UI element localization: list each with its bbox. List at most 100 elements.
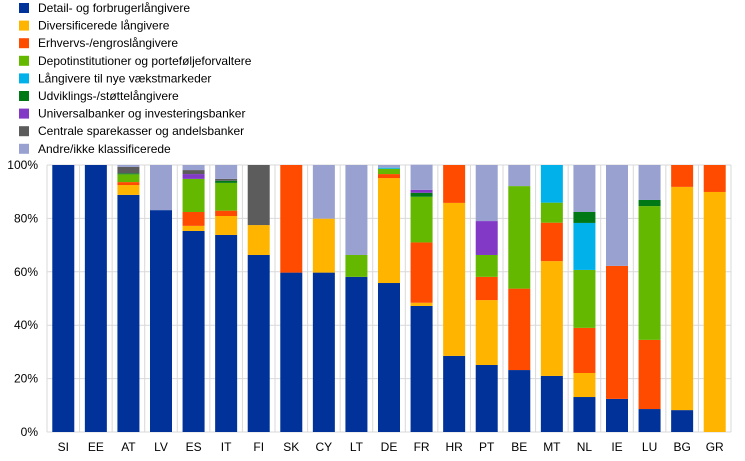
bar-segment-LU-2 [638, 339, 661, 410]
bar-segment-ES-1 [182, 225, 205, 231]
bar-segment-AT-7 [117, 166, 140, 174]
bar-segment-LT-0 [345, 276, 368, 432]
bar-segment-FR-5 [410, 192, 433, 197]
legend-swatch [19, 3, 29, 13]
bar-segment-PT-2 [475, 276, 498, 301]
bar-segment-IT-7 [215, 178, 238, 181]
bar-segment-MT-0 [540, 375, 563, 432]
bar-segment-IT-1 [215, 215, 238, 235]
bar-segment-SK-0 [280, 272, 303, 432]
bar-segment-SI-0 [52, 165, 75, 432]
bar-segment-FR-2 [410, 242, 433, 303]
bar-segment-FI-1 [247, 225, 270, 255]
bar-segment-LV-0 [150, 210, 172, 432]
y-tick-label: 100% [7, 158, 38, 172]
bar-segment-PT-6 [475, 221, 498, 255]
bar-segment-NL-1 [573, 372, 596, 398]
bar-segment-ES-3 [182, 178, 205, 212]
legend-label: Diversificerede långivere [38, 19, 170, 33]
y-tick-label: 40% [14, 318, 38, 332]
bar-segment-ES-7 [182, 170, 205, 175]
bar-segment-BG-0 [671, 410, 694, 432]
bar-segment-GR-2 [703, 165, 726, 192]
bar-segment-FI-0 [247, 254, 270, 432]
bar-segment-CY-0 [312, 272, 335, 432]
legend-swatch [19, 38, 29, 49]
x-tick-label: PT [479, 440, 495, 454]
bar-segment-IT-5 [215, 180, 238, 183]
legend-swatch [19, 143, 29, 154]
bar-segment-GR-1 [703, 191, 726, 432]
x-tick-label: BE [511, 440, 527, 454]
bar-segment-AT-2 [117, 182, 140, 186]
bar-segment-ES-6 [182, 174, 205, 179]
bar-segment-FR-3 [410, 196, 433, 243]
x-tick-label: BG [673, 440, 690, 454]
x-tick-label: FI [253, 440, 264, 454]
bar-segment-ES-0 [182, 230, 205, 432]
bar-segment-CY-1 [312, 218, 335, 273]
bar-segment-DE-4 [378, 167, 400, 169]
bar-segment-IT-2 [215, 210, 238, 216]
legend-swatch [19, 126, 29, 137]
bar-segment-ES-2 [182, 211, 205, 226]
legend-swatch [19, 108, 29, 119]
legend-label: Depotinstitutioner og porteføljeforvalte… [38, 54, 252, 68]
bar-segment-PT-1 [475, 300, 498, 365]
bar-segment-CY-8 [312, 165, 335, 219]
bar-segment-BE-2 [508, 288, 531, 371]
bar-segment-HR-2 [443, 165, 466, 203]
bar-segment-MT-1 [540, 261, 563, 376]
bar-segment-LU-5 [638, 199, 661, 207]
bar-segment-HR-0 [443, 355, 466, 432]
legend-swatch [19, 55, 29, 66]
bar-segment-DE-3 [378, 168, 400, 175]
bar-segment-LV-8 [150, 165, 172, 211]
legend-label: Udviklings-/støttelångivere [38, 89, 179, 103]
bar-segment-IE-0 [606, 398, 628, 432]
x-tick-label: LV [154, 440, 168, 454]
bar-segment-HR-1 [443, 202, 466, 356]
bar-segment-NL-5 [573, 211, 596, 223]
bar-segment-DE-2 [378, 174, 400, 179]
bar-segment-PT-8 [475, 165, 498, 222]
legend-label: Centrale sparekasser og andelsbanker [38, 124, 244, 138]
x-tick-label: SI [58, 440, 69, 454]
bar-segment-MT-3 [540, 202, 563, 223]
bar-segment-FI-7 [247, 165, 270, 226]
legend-swatch [19, 20, 29, 31]
x-tick-label: GR [706, 440, 724, 454]
legend-swatch [19, 91, 29, 101]
bar-segment-NL-3 [573, 269, 596, 328]
legend-swatch [19, 73, 29, 84]
bar-segment-FR-6 [410, 189, 433, 193]
bar-segment-LU-8 [638, 165, 661, 200]
bar-segment-MT-2 [540, 222, 563, 262]
bar-segment-FR-0 [410, 305, 433, 432]
bar-segment-DE-8 [378, 165, 400, 168]
bar-segment-SK-2 [280, 165, 303, 273]
bar-segment-NL-8 [573, 165, 596, 212]
bar-segment-FR-8 [410, 164, 433, 190]
bar-segment-BG-1 [671, 186, 694, 411]
x-tick-label: AT [121, 440, 136, 454]
bar-segment-IE-2 [606, 265, 628, 399]
y-tick-label: 80% [14, 211, 38, 225]
bar-segment-IT-3 [215, 182, 238, 211]
bar-segment-AT-8 [117, 165, 140, 167]
bar-segment-DE-1 [378, 178, 400, 284]
bar-segment-AT-5 [117, 173, 140, 175]
legend-label: Universalbanker og investeringsbanker [38, 107, 245, 121]
x-tick-label: MT [543, 440, 561, 454]
bar-segment-MT-4 [540, 165, 563, 203]
legend-label: Detail- og forbrugerlångivere [38, 1, 190, 15]
x-tick-label: IE [611, 440, 622, 454]
bar-segment-NL-0 [573, 397, 596, 432]
legend-label: Erhvervs-/engroslångivere [38, 36, 178, 50]
bar-segment-BE-8 [508, 165, 531, 187]
x-tick-label: LT [350, 440, 364, 454]
y-tick-label: 60% [14, 265, 38, 279]
x-tick-label: NL [577, 440, 593, 454]
bar-segment-PT-3 [475, 254, 498, 277]
